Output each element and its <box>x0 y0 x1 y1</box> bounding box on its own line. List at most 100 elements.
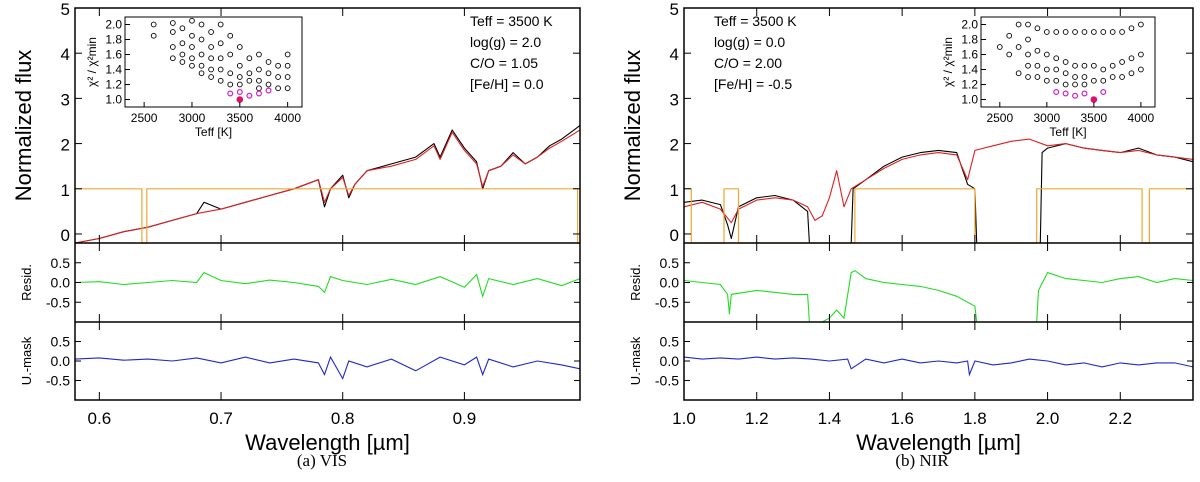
inset-point-best <box>236 96 244 103</box>
model-parameter-label: Teff = 3500 K <box>470 13 553 29</box>
inset-x-tick-label: 3000 <box>1033 111 1060 125</box>
inset-point <box>1043 77 1050 84</box>
inset-point <box>284 74 291 80</box>
inset-point <box>284 85 291 92</box>
inset-point <box>217 77 224 84</box>
residual-axis-label: U.-mask <box>19 336 34 385</box>
inset-point <box>1043 29 1050 35</box>
inset-point <box>1015 44 1022 50</box>
y-tick-label: 1 <box>61 181 70 200</box>
inset-point <box>179 59 186 65</box>
inset-point <box>1100 29 1107 35</box>
inset-point <box>1081 74 1088 80</box>
inset-point <box>1072 62 1078 69</box>
chart-panel-vis: 0 1 2 3 4 5 Normalized flux Teff = 3500 K log(g)… <box>11 0 581 470</box>
inset-point <box>1025 36 1031 43</box>
chi2-inset: 2500 3000 3500 4000 2.01.81.61.41.21.0 Teff [… <box>85 16 303 139</box>
inset-point <box>256 66 262 73</box>
inset-point <box>1072 81 1078 88</box>
inset-point <box>1072 74 1078 80</box>
inset-point <box>236 81 243 88</box>
inset-point <box>1053 55 1060 62</box>
y-tick-label: 2 <box>670 136 679 155</box>
inset-point <box>169 20 176 26</box>
residual-tick-label: 0.0 <box>51 353 71 369</box>
x-tick-label: 0.8 <box>331 409 355 428</box>
x-tick-label: 1.8 <box>963 409 987 428</box>
spectrum-plot <box>75 125 580 244</box>
model-parameter-label: [Fe/H] = -0.5 <box>714 76 792 92</box>
inset-point <box>1081 81 1088 88</box>
inset-point <box>275 62 281 69</box>
x-axis-label: Wavelength [µm] <box>245 430 410 455</box>
series-line-observed-spectrum <box>684 143 1193 244</box>
y-tick-label: 0 <box>670 226 679 245</box>
inset-point <box>1128 25 1135 32</box>
inset-x-tick-label: 4000 <box>1128 111 1155 125</box>
inset-x-tick-label: 2500 <box>986 111 1013 125</box>
chart-panel-nir: 0 1 2 3 4 5 Normalized flux Teff = 3500 K log(g)… <box>620 0 1194 470</box>
inset-point <box>1034 62 1041 69</box>
inset-point <box>1034 25 1041 32</box>
inset-point <box>265 70 272 77</box>
inset-point-near-best <box>1053 88 1060 95</box>
inset-point <box>169 55 176 62</box>
inset-point <box>1025 51 1031 58</box>
inset-point <box>236 44 243 50</box>
inset-x-tick-label: 4000 <box>274 111 301 125</box>
inset-point-near-best <box>1072 92 1079 99</box>
inset-point <box>150 21 157 28</box>
inset-point <box>1100 77 1107 84</box>
inset-y-tick-label: 1.2 <box>961 78 978 92</box>
inset-point <box>256 77 262 84</box>
inset-point <box>189 62 195 69</box>
inset-y-tick-label: 1.4 <box>105 63 122 77</box>
inset-point <box>1053 77 1060 84</box>
inset-point <box>1138 51 1144 58</box>
inset-point <box>198 70 205 77</box>
inset-point <box>1025 74 1031 80</box>
y-tick-label: 5 <box>670 0 679 19</box>
inset-point <box>1043 66 1050 73</box>
inset-point <box>208 74 214 80</box>
inset-point <box>227 32 234 39</box>
inset-point <box>189 17 195 24</box>
inset-point <box>217 66 224 73</box>
inset-point <box>1119 29 1125 35</box>
inset-point-near-best <box>1062 90 1069 97</box>
inset-y-tick-label: 1.0 <box>105 93 122 107</box>
inset-y-tick-label: 1.6 <box>105 48 122 62</box>
y-tick-label: 0 <box>61 226 70 245</box>
y-axis-label: Normalized flux <box>620 50 645 202</box>
inset-y-axis-label: χ² / χ²min <box>941 37 955 87</box>
inset-point <box>275 85 281 92</box>
x-tick-label: 1.6 <box>890 409 914 428</box>
inset-point <box>208 66 214 73</box>
inset-point <box>169 29 176 35</box>
inset-point <box>1015 70 1022 77</box>
figure-caption: (a) VIS <box>297 451 347 470</box>
inset-point <box>217 40 224 47</box>
residual-tick-label: 0.5 <box>51 255 71 271</box>
y-tick-label: 2 <box>61 136 70 155</box>
chi2-inset: 2500 3000 3500 4000 2.01.81.61.41.21.0 Teff [… <box>941 16 1156 139</box>
inset-point <box>1053 29 1060 35</box>
series-line-best-fit-model <box>75 129 580 244</box>
residual-tick-label: 0.0 <box>51 275 71 291</box>
inset-point <box>1128 55 1135 62</box>
inset-point <box>1081 62 1088 69</box>
inset-x-tick-label: 3500 <box>226 111 253 125</box>
inset-point <box>236 62 243 69</box>
inset-point-near-best <box>246 92 253 99</box>
inset-point <box>275 74 281 80</box>
inset-point <box>169 44 176 50</box>
inset-point <box>1081 29 1088 35</box>
x-tick-label: 2.0 <box>1036 409 1060 428</box>
inset-point <box>227 51 234 58</box>
inset-point <box>1015 21 1022 28</box>
inset-point <box>227 81 234 88</box>
residual-tick-label: 0.0 <box>660 353 680 369</box>
inset-point <box>1128 70 1135 77</box>
inset-point <box>1034 74 1041 80</box>
